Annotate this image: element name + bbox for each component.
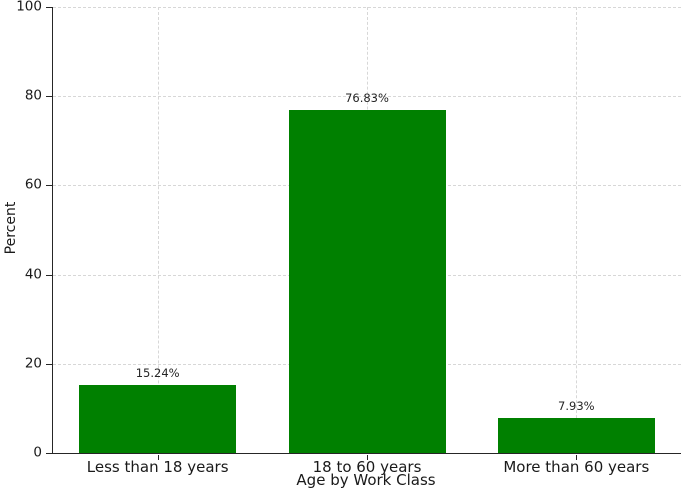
bar <box>497 417 655 453</box>
bar-value-label: 15.24% <box>135 366 180 381</box>
y-axis-tick <box>46 453 53 454</box>
y-tick-label: 80 <box>24 87 42 104</box>
y-axis-tick <box>46 185 53 187</box>
y-tick-label: 40 <box>24 266 42 283</box>
bar-value-label: 76.83% <box>345 91 389 106</box>
y-axis-title: Percent <box>3 201 19 255</box>
y-tick-label: 0 <box>33 444 42 461</box>
category-label: Less than 18 years <box>86 458 229 476</box>
y-tick-label: 60 <box>24 177 42 194</box>
x-axis-tick <box>157 455 159 460</box>
x-axis-tick <box>367 455 368 460</box>
vertical-gridline <box>576 7 578 453</box>
y-axis-tick <box>46 96 53 98</box>
x-axis-tick <box>576 455 578 460</box>
category-label: More than 60 years <box>503 458 650 476</box>
bar <box>288 110 446 453</box>
x-axis-title: Age by Work Class <box>296 471 436 489</box>
vertical-gridline <box>157 7 159 453</box>
category-label: 18 to 60 years <box>312 458 422 476</box>
y-tick-label: 100 <box>16 0 42 15</box>
plot-area: 0 20 40 60 80 100 15.24% Less than 18 years 76.8… <box>16 0 681 476</box>
y-axis-tick <box>46 363 53 365</box>
y-tick-label: 20 <box>24 355 42 372</box>
bar <box>79 385 237 453</box>
y-axis-tick <box>46 274 53 276</box>
y-axis-tick <box>46 7 53 8</box>
bar-value-label: 7.93% <box>558 398 595 413</box>
